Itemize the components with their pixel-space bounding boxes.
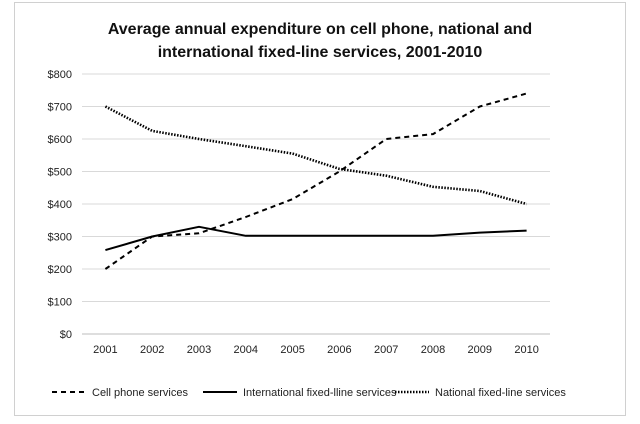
y-tick-label: $300 (48, 232, 72, 244)
x-tick-label: 2005 (280, 344, 304, 356)
y-axis-ticks: $0 $100 $200 $300 $400 $500 $600 $700 $800 (48, 69, 72, 341)
y-tick-label: $200 (48, 264, 72, 276)
y-tick-label: $500 (48, 167, 72, 179)
x-tick-label: 2007 (374, 344, 398, 356)
y-tick-label: $600 (48, 134, 72, 146)
legend-label: International fixed-lline services (243, 387, 397, 399)
x-tick-label: 2009 (468, 344, 492, 356)
series-line-cell-phone-services (104, 92, 527, 270)
y-tick-label: $800 (48, 69, 72, 81)
x-axis-ticks: 2001 2002 2003 2004 2005 2006 2007 2008 2009 2010 (93, 344, 539, 356)
x-tick-label: 2003 (187, 344, 211, 356)
x-tick-label: 2001 (93, 344, 117, 356)
x-tick-label: 2002 (140, 344, 164, 356)
x-tick-label: 2010 (514, 344, 538, 356)
legend: Cell phone services International fixed-l… (52, 387, 566, 399)
series-line-national-fixed-line-services (104, 105, 527, 206)
series-lines (104, 92, 527, 270)
y-tick-label: $700 (48, 102, 72, 114)
legend-label: National fixed-line services (435, 387, 566, 399)
legend-label: Cell phone services (92, 387, 188, 399)
gridlines (82, 73, 550, 335)
x-tick-label: 2006 (327, 344, 351, 356)
x-tick-label: 2004 (234, 344, 258, 356)
chart-frame (14, 2, 626, 416)
x-tick-label: 2008 (421, 344, 445, 356)
chart-title-line-2: international fixed-line services, 2001-… (158, 44, 483, 61)
y-tick-label: $0 (60, 329, 72, 341)
y-tick-label: $100 (48, 297, 72, 309)
chart-title: Average annual expenditure on cell phone… (108, 21, 532, 61)
series-line-international-fixed-lline-services (105, 225, 527, 252)
y-tick-label: $400 (48, 199, 72, 211)
chart-title-line-1: Average annual expenditure on cell phone… (108, 21, 532, 38)
